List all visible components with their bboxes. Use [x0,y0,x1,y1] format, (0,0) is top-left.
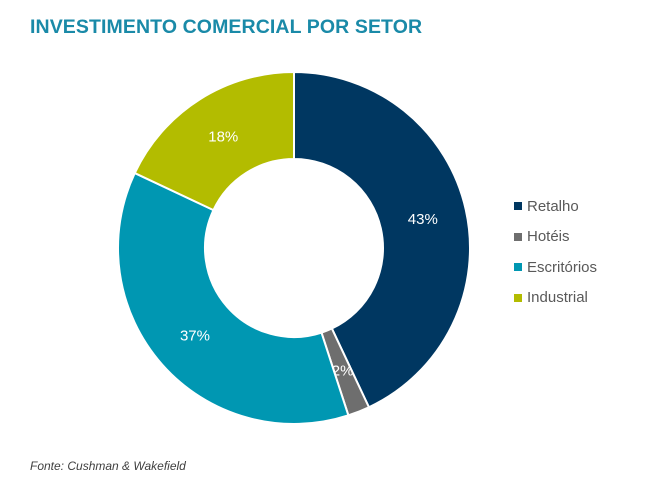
legend-item: Escritórios [514,252,597,283]
legend: Retalho Hotéis Escritórios Industrial [514,191,597,313]
data-label: 37% [180,327,210,344]
legend-swatch [514,232,522,241]
legend-item: Industrial [514,283,597,314]
legend-swatch [514,263,522,272]
slice-retalho [293,70,471,409]
legend-item: Hotéis [514,222,597,253]
chart-title: INVESTIMENTO COMERCIAL POR SETOR [30,16,423,38]
slice-industrial [133,70,295,212]
legend-swatch [514,293,522,302]
data-label: 18% [208,129,238,146]
legend-label: Industrial [527,289,588,307]
data-label: 43% [408,211,438,228]
slice-escritórios [117,171,350,425]
legend-swatch [514,202,522,211]
data-label: 2% [332,363,354,380]
legend-label: Escritórios [527,258,598,276]
legend-label: Hotéis [527,228,570,246]
legend-label: Retalho [527,197,579,215]
legend-item: Retalho [514,191,597,222]
source-note: Fonte: Cushman & Wakefield [30,459,186,473]
